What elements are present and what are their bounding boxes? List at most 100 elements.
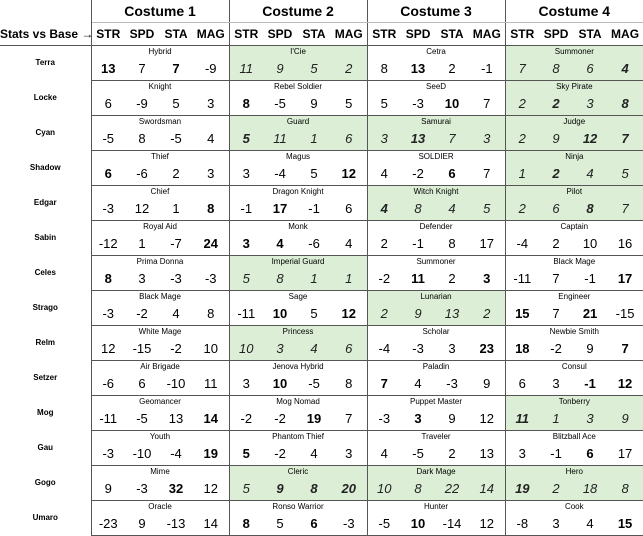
stat-value: 8 — [263, 268, 298, 291]
stat-value: 7 — [539, 303, 574, 326]
stat-header-3-1: STR — [366, 22, 402, 46]
stat-header-1-2: SPD — [125, 22, 159, 46]
stat-value: 5 — [228, 443, 264, 466]
stat-value: 7 — [366, 373, 402, 396]
stat-value: -1 — [297, 198, 332, 221]
stat-value: -3 — [159, 268, 193, 291]
costume-title: Judge — [504, 115, 643, 128]
stat-value: -4 — [504, 233, 540, 256]
table-row: -3 -10 -4 19 5 -2 4 3 4 -5 2 13 3 -1 6 17 — [0, 443, 643, 466]
costume-title: Sage — [228, 290, 368, 303]
stat-value: 6 — [125, 373, 159, 396]
stat-value: 2 — [366, 303, 402, 326]
stat-value: 8 — [607, 93, 643, 116]
costume-title: Captain — [504, 220, 643, 233]
stat-value: 19 — [193, 443, 230, 466]
stat-value: 9 — [401, 303, 436, 326]
stat-value: 3 — [263, 338, 298, 361]
character-name: Terra — [0, 45, 92, 81]
table-row: 13 7 7 -9 11 9 5 2 8 13 2 -1 7 8 6 4 — [0, 58, 643, 81]
stat-value: -2 — [366, 268, 402, 291]
stat-value: 6 — [573, 443, 608, 466]
stat-value: 12 — [193, 478, 230, 501]
stat-value: 2 — [504, 128, 540, 151]
stat-value: 1 — [539, 408, 574, 431]
stat-value: 13 — [469, 443, 506, 466]
stat-value: 2 — [539, 163, 574, 186]
costume-title: Princess — [228, 325, 368, 338]
costume-title: Sky Pirate — [504, 80, 643, 93]
stat-value: 2 — [504, 93, 540, 116]
stat-value: 7 — [469, 93, 506, 116]
stat-value: 3 — [469, 128, 506, 151]
character-name: Cyan — [0, 115, 92, 151]
costume-title: Ronso Warrior — [228, 500, 368, 513]
stat-value: 3 — [331, 443, 368, 466]
stat-value: 7 — [607, 128, 643, 151]
costume-title: Mime — [90, 465, 230, 478]
costume-title: Traveler — [366, 430, 506, 443]
stat-value: 2 — [539, 478, 574, 501]
costume-title: Scholar — [366, 325, 506, 338]
stat-value: 7 — [159, 58, 193, 81]
table-row: -6 6 -10 11 3 10 -5 8 7 4 -3 9 6 3 -1 12 — [0, 373, 643, 396]
costume-title: Royal Aid — [90, 220, 230, 233]
stat-value: 8 — [573, 198, 608, 221]
stat-value: -15 — [607, 303, 643, 326]
stat-value: 4 — [366, 443, 402, 466]
stat-value: -11 — [90, 408, 125, 431]
character-name: Edgar — [0, 185, 92, 221]
costume-title: Youth — [90, 430, 230, 443]
costume-title: Blitzball Ace — [504, 430, 643, 443]
stat-value: 5 — [331, 93, 368, 116]
stat-value: 9 — [539, 128, 574, 151]
stat-value: -7 — [159, 233, 193, 256]
table-row: -23 9 -13 14 8 5 6 -3 -5 10 -14 12 -8 3 4 15 — [0, 513, 643, 536]
stat-value: -12 — [90, 233, 125, 256]
costume-title: Prima Donna — [90, 255, 230, 268]
costume-title: I'Cie — [228, 45, 368, 58]
stat-value: -1 — [539, 443, 574, 466]
stat-header-1-4: MAG — [193, 22, 230, 46]
stat-value: -3 — [435, 373, 470, 396]
stat-value: 11 — [504, 408, 540, 431]
stat-value: 19 — [504, 478, 540, 501]
stat-value: -11 — [228, 303, 264, 326]
stat-value: 2 — [159, 163, 193, 186]
costume-header-row: Costume 1 Costume 2 Costume 3 Costume 4 — [0, 0, 643, 23]
costume-title: Dragon Knight — [228, 185, 368, 198]
stat-value: 10 — [435, 93, 470, 116]
costume-title: Rebel Soldier — [228, 80, 368, 93]
stat-value: 1 — [297, 128, 332, 151]
stat-value: 7 — [607, 198, 643, 221]
stat-value: 7 — [607, 338, 643, 361]
table-row: 8 3 -3 -3 5 8 1 1 -2 11 2 3 -11 7 -1 17 — [0, 268, 643, 291]
stat-value: 10 — [263, 303, 298, 326]
stat-value: 3 — [228, 163, 264, 186]
stat-value: 4 — [297, 443, 332, 466]
stat-value: 12 — [331, 163, 368, 186]
costume-name-row: Relm White Mage Princess Scholar Newbie Smit… — [0, 325, 643, 361]
stat-value: -3 — [401, 338, 436, 361]
stat-header-4-1: STR — [504, 22, 540, 46]
stat-value: -8 — [504, 513, 540, 536]
costume-title: Pilot — [504, 185, 643, 198]
stat-value: -3 — [125, 478, 159, 501]
stat-value: 17 — [263, 198, 298, 221]
stat-value: 10 — [193, 338, 230, 361]
stat-value: -1 — [401, 233, 436, 256]
stat-value: 15 — [504, 303, 540, 326]
costume-name-row: Sabin Royal Aid Monk Defender Captain — [0, 220, 643, 256]
costume-title: Defender — [366, 220, 506, 233]
costume-name-row: Mog Geomancer Mog Nomad Puppet Master Tonber… — [0, 395, 643, 431]
stat-value: 12 — [607, 373, 643, 396]
costume-title: Magus — [228, 150, 368, 163]
stat-value: 2 — [331, 58, 368, 81]
costume-title: Cleric — [228, 465, 368, 478]
costume-title: Tonberry — [504, 395, 643, 408]
stat-value: 4 — [573, 163, 608, 186]
stat-value: 6 — [504, 373, 540, 396]
stat-value: 8 — [331, 373, 368, 396]
stat-value: 8 — [228, 93, 264, 116]
stat-value: -14 — [435, 513, 470, 536]
